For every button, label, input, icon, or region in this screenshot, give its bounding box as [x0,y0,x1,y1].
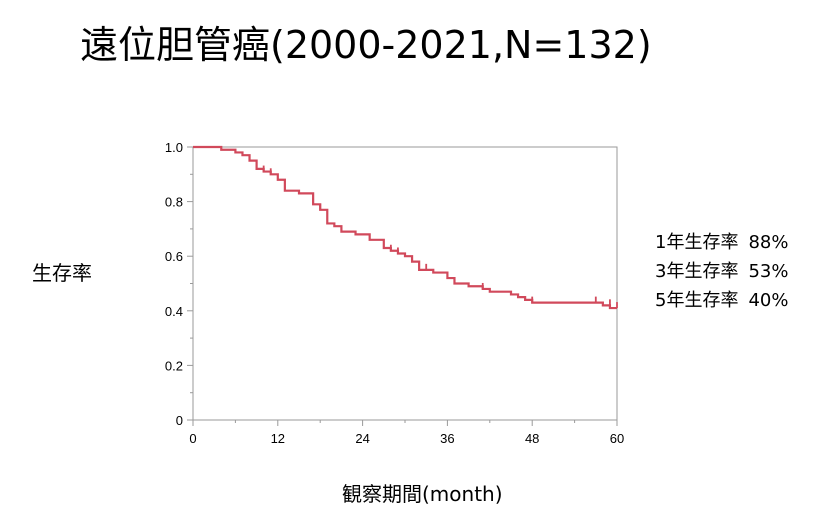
survival-curve [193,145,617,310]
stat-label: 3年生存率 [655,261,739,282]
y-tick-label: 0.2 [165,358,183,373]
x-tick-label: 12 [271,431,285,446]
x-tick-label: 0 [189,431,196,446]
x-tick-label: 36 [440,431,454,446]
stat-row-1yr: 1年生存率 88% [655,228,788,257]
stat-value: 53% [748,261,789,282]
page-title: 遠位胆管癌(2000-2021,N=132) [80,23,652,67]
y-tick-label: 0.4 [165,304,183,319]
y-tick-label: 1.0 [165,140,183,155]
survival-rate-summary: 1年生存率 88% 3年生存率 53% 5年生存率 40% [655,228,788,315]
x-tick-label: 24 [355,431,369,446]
stat-label: 1年生存率 [655,232,739,253]
x-tick-label: 48 [525,431,539,446]
y-tick-label: 0.6 [165,249,183,264]
stat-value: 40% [748,290,789,311]
chart-axes [192,146,618,421]
plot-frame [192,146,618,421]
x-axis-label: 観察期間(month) [342,482,503,506]
y-tick-label: 0.8 [165,195,183,210]
y-tick-label: 0 [176,413,183,428]
x-tick-label: 60 [610,431,624,446]
survival-curve-layer [193,145,618,310]
stat-label: 5年生存率 [655,290,739,311]
stat-row-3yr: 3年生存率 53% [655,257,788,286]
stat-value: 88% [748,232,789,253]
chart-ticks: 0 12 24 36 48 60 0 0.2 0.4 0.6 0.8 1.0 [165,140,624,446]
y-axis-label: 生存率 [32,261,92,285]
stat-row-5yr: 5年生存率 40% [655,286,788,315]
